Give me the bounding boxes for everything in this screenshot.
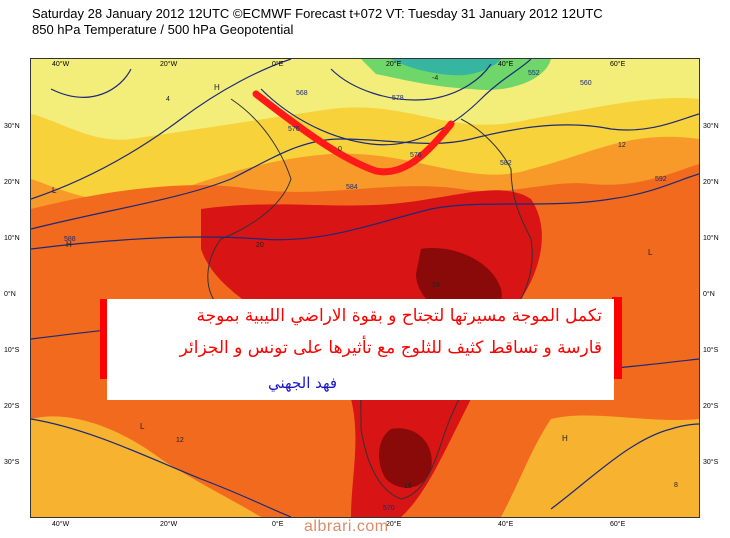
- lat-label: 30°N: [4, 123, 20, 130]
- temperature-label: 12: [618, 142, 626, 149]
- lon-label: 20°E: [386, 521, 402, 528]
- lat-label: 10°N: [4, 235, 20, 242]
- low-pressure-marker: L: [52, 186, 57, 195]
- temperature-label: 16: [404, 483, 412, 490]
- contour-label: 578: [392, 95, 404, 102]
- contour-label: 552: [528, 70, 540, 77]
- low-pressure-marker: L: [648, 248, 653, 257]
- weather-map: [30, 58, 700, 518]
- contour-label: 592: [655, 176, 667, 183]
- contour-label: 560: [580, 80, 592, 87]
- forecast-title: Saturday 28 January 2012 12UTC ©ECMWF Fo…: [32, 6, 603, 21]
- low-pressure-marker: L: [140, 422, 145, 431]
- temperature-label: 4: [166, 96, 170, 103]
- lat-label: 10°S: [703, 347, 719, 354]
- lon-label: 20°E: [386, 61, 402, 68]
- lat-label: 10°S: [4, 347, 20, 354]
- temperature-label: 20: [256, 242, 264, 249]
- annotation-accent-right: [612, 297, 622, 379]
- lon-label: 20°W: [160, 61, 178, 68]
- contour-label: 568: [296, 90, 308, 97]
- lon-label: 40°E: [498, 521, 514, 528]
- high-pressure-marker: H: [562, 434, 568, 443]
- lon-label: 0°E: [272, 61, 284, 68]
- lat-label: 30°S: [703, 459, 719, 466]
- trough-arc: [252, 90, 455, 176]
- contour-label: 576: [288, 126, 300, 133]
- contour-label: 570: [383, 505, 395, 512]
- temperature-label: 8: [674, 482, 678, 489]
- lat-label: 20°N: [4, 179, 20, 186]
- lon-label: 60°E: [610, 521, 626, 528]
- map-header: Saturday 28 January 2012 12UTC ©ECMWF Fo…: [32, 6, 712, 38]
- annotation-box: [107, 299, 614, 400]
- contour-label: 576: [410, 152, 422, 159]
- lon-label: 0°E: [272, 521, 284, 528]
- watermark: albrari.com: [304, 518, 389, 535]
- annotation-text-line1: تكمل الموجة مسيرتها لتجتاح و بقوة الاراض…: [196, 306, 602, 326]
- contour-label: 588: [64, 236, 76, 243]
- high-pressure-marker: H: [66, 240, 72, 249]
- lat-label: 30°S: [4, 459, 20, 466]
- temperature-label: -4: [432, 75, 439, 82]
- contour-label: 582: [500, 160, 512, 167]
- lat-label: 0°N: [4, 291, 16, 298]
- temperature-label: 0: [338, 146, 342, 153]
- lon-label: 20°W: [160, 521, 178, 528]
- annotation-accent-left: [100, 299, 110, 379]
- author-signature: فهد الجهني: [268, 374, 338, 392]
- annotation-text-line2: قارسة و تساقط كثيف للثلوج مع تأثيرها على…: [179, 338, 602, 358]
- lon-label: 40°W: [52, 521, 70, 528]
- high-pressure-marker: H: [214, 83, 220, 92]
- lon-label: 40°W: [52, 61, 70, 68]
- forecast-subtitle: 850 hPa Temperature / 500 hPa Geopotenti…: [32, 22, 294, 37]
- temperature-label: 24: [432, 282, 440, 289]
- lon-label: 60°E: [610, 61, 626, 68]
- lat-label: 20°S: [703, 403, 719, 410]
- lat-label: 20°N: [703, 179, 719, 186]
- temperature-field: [31, 59, 699, 517]
- lat-label: 30°N: [703, 123, 719, 130]
- lat-label: 10°N: [703, 235, 719, 242]
- lat-label: 0°N: [703, 291, 715, 298]
- lat-label: 20°S: [4, 403, 20, 410]
- lon-label: 40°E: [498, 61, 514, 68]
- temperature-label: 12: [176, 437, 184, 444]
- contour-label: 584: [346, 184, 358, 191]
